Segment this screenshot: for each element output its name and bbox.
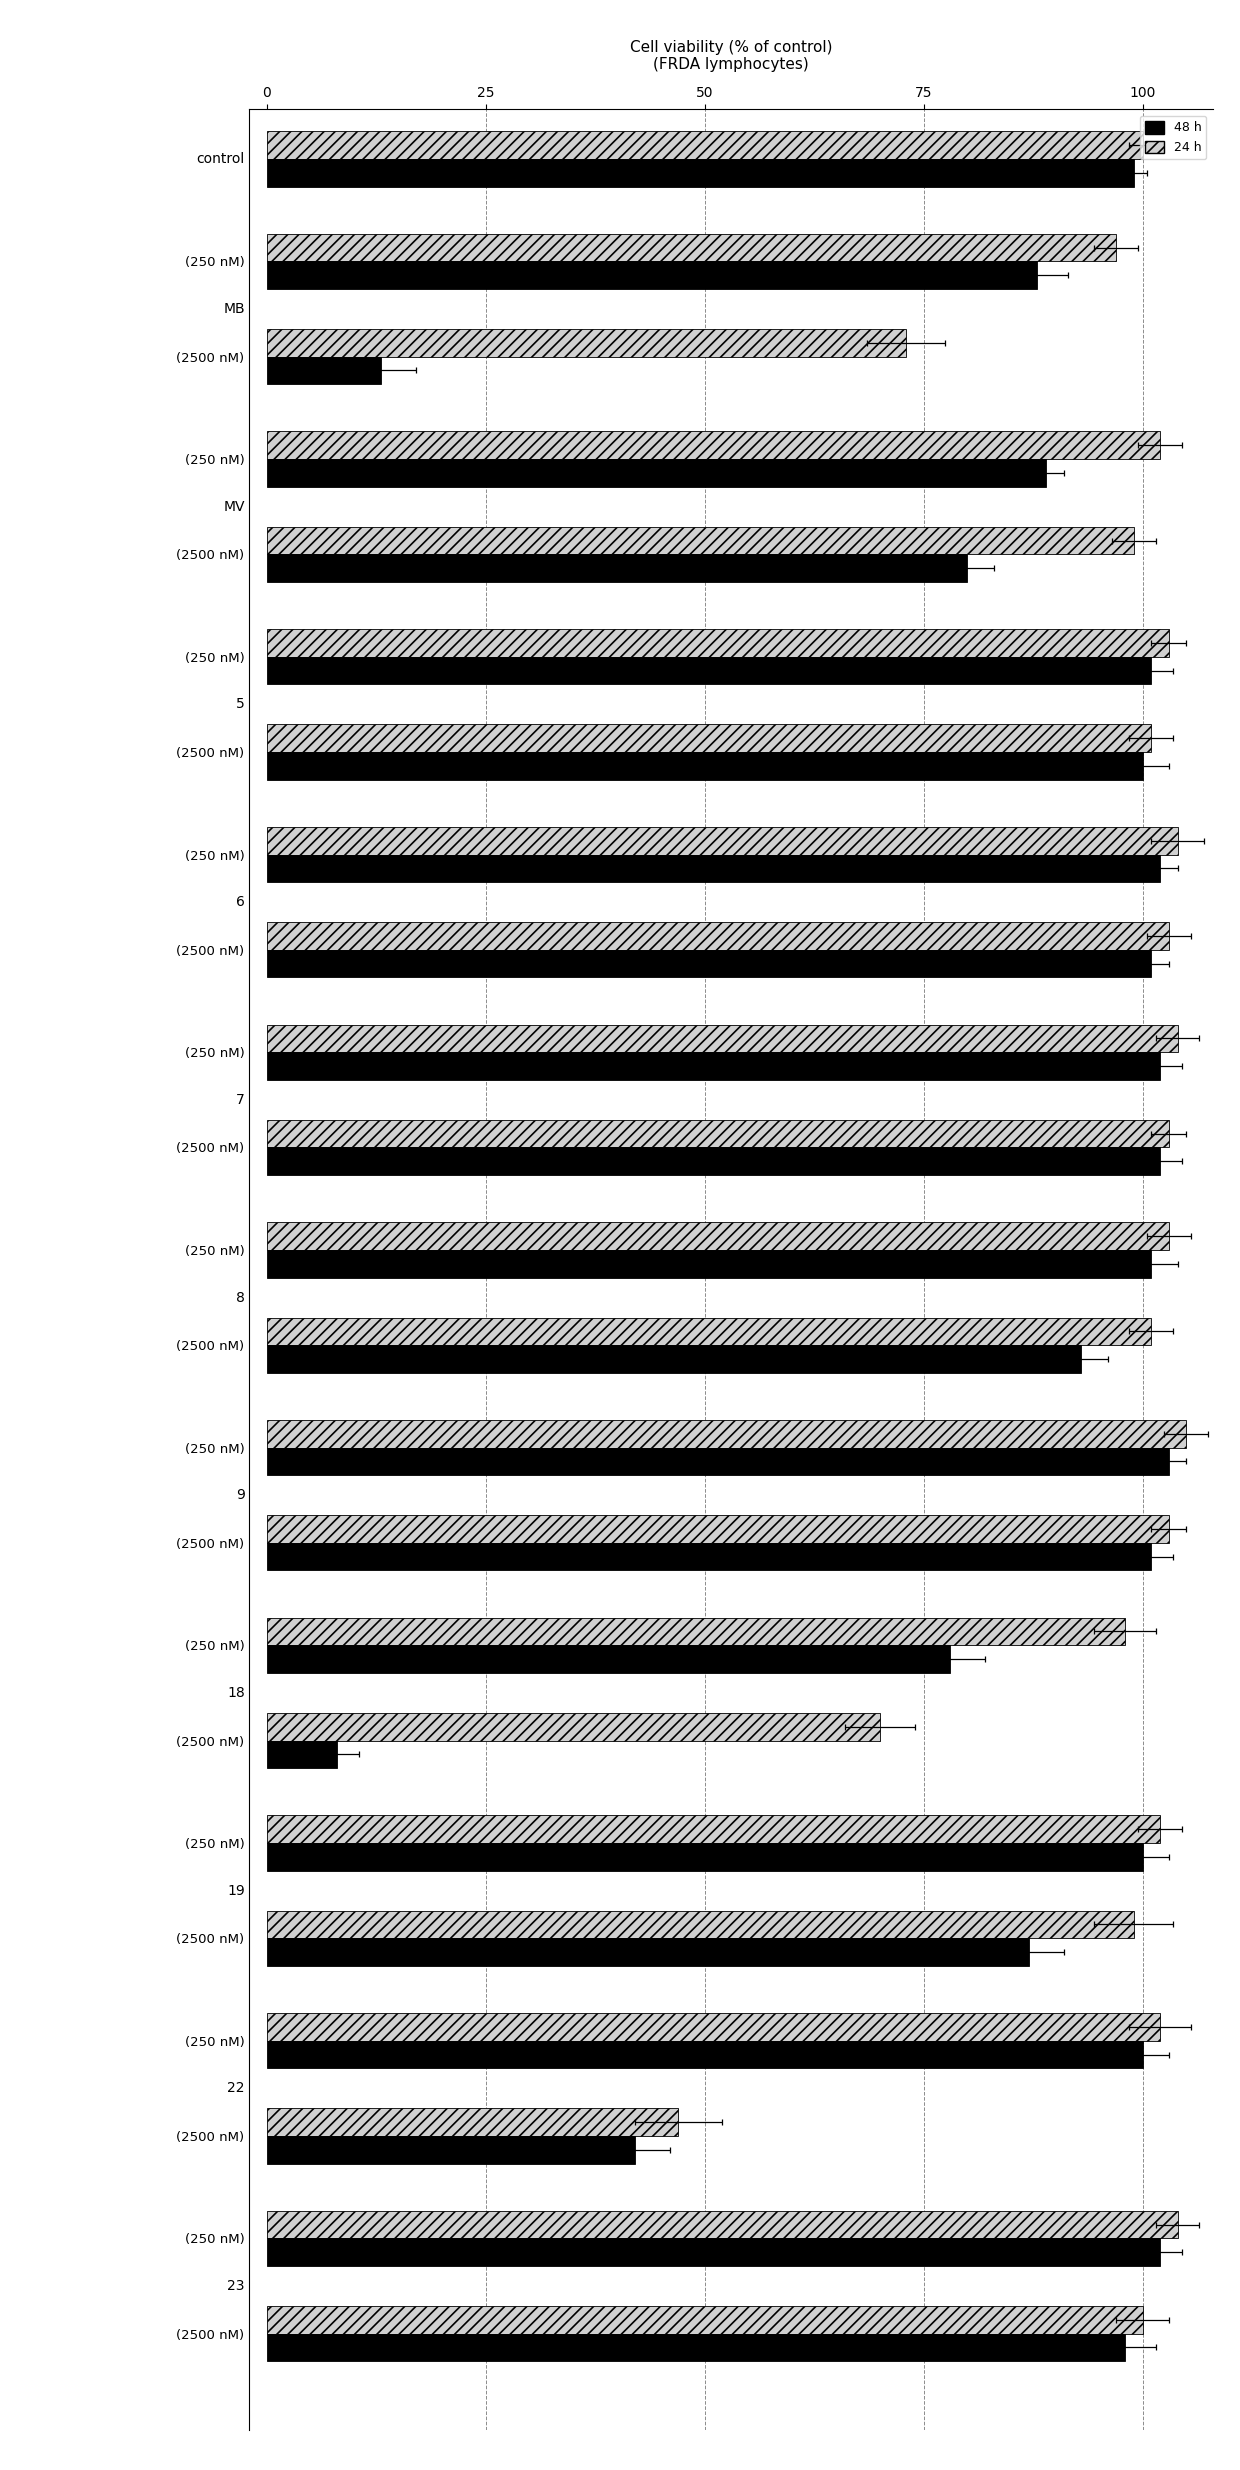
Bar <box>267 2109 678 2137</box>
Bar <box>267 2137 635 2164</box>
Bar <box>267 1317 1151 1346</box>
Text: 7: 7 <box>236 1092 244 1107</box>
Bar <box>267 526 1133 553</box>
Bar <box>267 827 1178 855</box>
Bar <box>267 1346 1081 1373</box>
Bar <box>267 724 1151 751</box>
Bar <box>267 630 1169 657</box>
Bar <box>267 1250 1151 1277</box>
Bar <box>267 751 1142 781</box>
Bar <box>267 2040 1142 2067</box>
Bar <box>267 2013 1161 2040</box>
Bar <box>267 1223 1169 1250</box>
Bar <box>267 1645 950 1672</box>
Bar <box>267 158 1133 188</box>
Bar <box>267 459 1047 487</box>
Bar <box>267 329 906 356</box>
Text: control: control <box>197 153 244 165</box>
Bar <box>267 2211 1178 2238</box>
Bar <box>267 1119 1169 1149</box>
Bar <box>267 1618 1125 1645</box>
Bar <box>267 1025 1178 1052</box>
Text: 19: 19 <box>227 1885 244 1897</box>
Bar <box>267 432 1161 459</box>
Bar <box>267 1939 1029 1966</box>
Bar <box>267 1843 1142 1870</box>
Text: 6: 6 <box>236 894 244 909</box>
Bar <box>267 1912 1133 1939</box>
Bar <box>267 1514 1169 1544</box>
Bar <box>267 1544 1151 1571</box>
Bar <box>267 1149 1161 1176</box>
Bar <box>267 2307 1142 2334</box>
Bar <box>267 553 967 583</box>
Bar <box>267 855 1161 882</box>
Text: 9: 9 <box>236 1489 244 1502</box>
Bar <box>267 921 1169 951</box>
Text: 8: 8 <box>236 1289 244 1304</box>
Bar <box>267 657 1151 684</box>
Text: 22: 22 <box>227 2082 244 2095</box>
Legend: 48 h, 24 h: 48 h, 24 h <box>1140 116 1207 158</box>
Bar <box>267 131 1142 158</box>
Bar <box>267 951 1151 978</box>
Bar <box>267 1052 1161 1079</box>
Bar <box>267 1815 1161 1843</box>
Title: Cell viability (% of control)
(FRDA lymphocytes): Cell viability (% of control) (FRDA lymp… <box>630 40 832 72</box>
Text: 23: 23 <box>227 2280 244 2292</box>
Bar <box>267 2238 1161 2265</box>
Bar <box>267 356 381 385</box>
Bar <box>267 1420 1187 1447</box>
Text: 5: 5 <box>236 697 244 711</box>
Bar <box>267 262 1038 289</box>
Text: MB: MB <box>223 301 244 316</box>
Bar <box>267 2334 1125 2361</box>
Text: MV: MV <box>223 499 244 514</box>
Bar <box>267 235 1116 262</box>
Bar <box>267 1712 880 1741</box>
Bar <box>267 1741 337 1769</box>
Bar <box>267 1447 1169 1475</box>
Text: 18: 18 <box>227 1687 244 1699</box>
